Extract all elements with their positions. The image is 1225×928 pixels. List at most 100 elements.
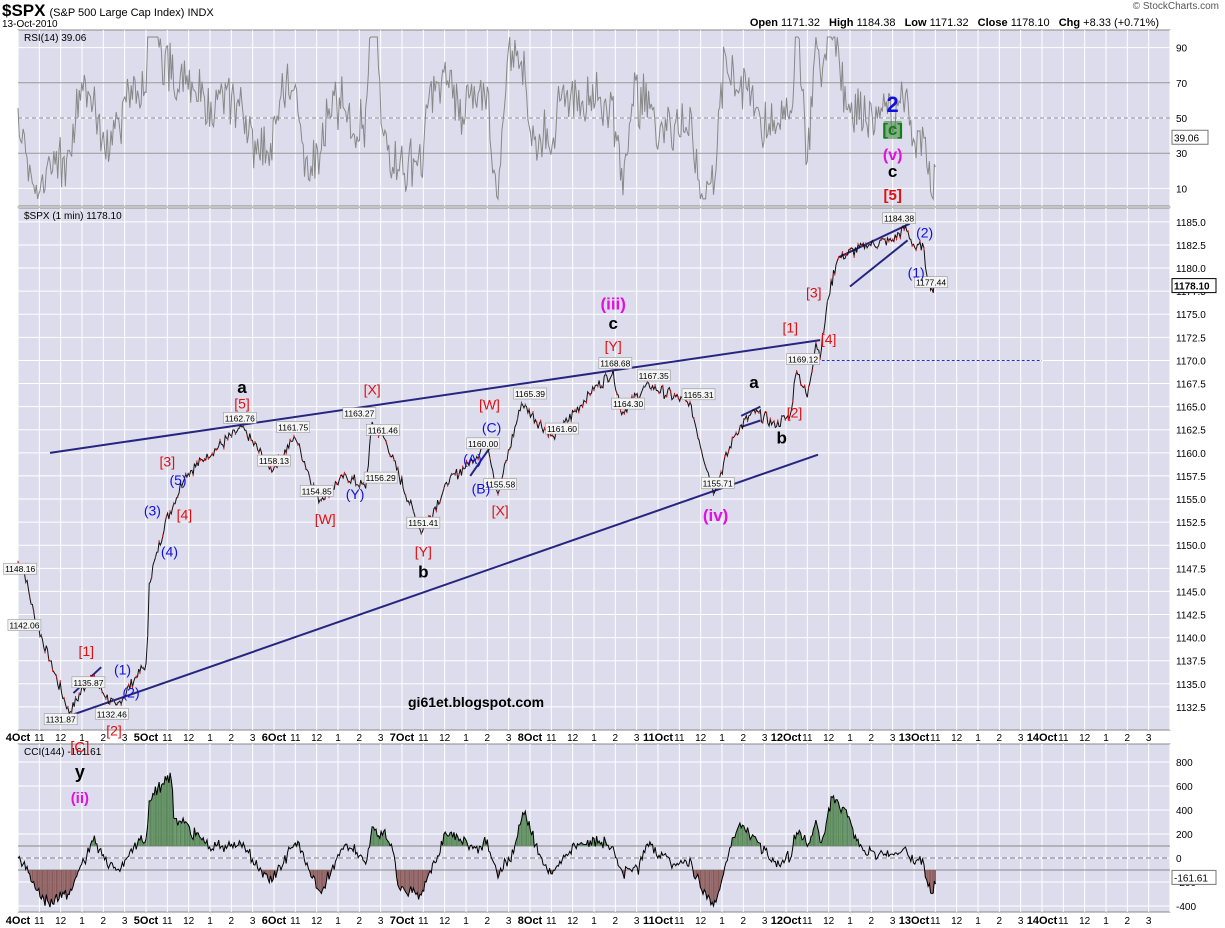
x-tick-label: 1 xyxy=(847,916,853,927)
x-tick-label: 7Oct xyxy=(390,732,415,744)
stockcharts-credit: © StockCharts.com xyxy=(1132,1,1219,12)
x-tick-label: 6Oct xyxy=(262,915,287,927)
wave-label: (iii) xyxy=(600,295,626,314)
rsi-wave-note: [c] xyxy=(882,120,903,139)
x-tick-label: 12 xyxy=(951,733,963,744)
x-tick-label: 3 xyxy=(122,733,128,744)
cci-current-text: -161.61 xyxy=(1174,873,1208,884)
price-tick-label: 1157.5 xyxy=(1176,472,1206,483)
price-label: 1177.44 xyxy=(914,276,948,289)
price-label-box xyxy=(406,516,441,529)
price-label: 1161.46 xyxy=(365,424,400,436)
current-price-text: 1178.10 xyxy=(1174,282,1210,293)
rsi-wave-note: (v) xyxy=(883,147,903,164)
price-tick-label: 1152.5 xyxy=(1176,518,1206,529)
x-tick-label: 3 xyxy=(506,916,512,927)
price-label-box xyxy=(466,437,500,450)
x-tick-label: 11 xyxy=(34,916,45,927)
x-tick-label: 3 xyxy=(1146,733,1152,744)
wave-label: [5] xyxy=(234,395,250,411)
x-tick-label: 2 xyxy=(613,916,619,927)
price-label-text: 1165.31 xyxy=(683,390,713,400)
x-tick-label: 2 xyxy=(101,916,107,927)
x-tick-label: 1 xyxy=(335,733,341,744)
x-tick-label: 2 xyxy=(613,733,619,744)
x-tick-label: 1 xyxy=(79,733,85,744)
x-tick-label: 1 xyxy=(79,916,85,927)
x-tick-label: 11 xyxy=(802,916,813,927)
x-tick-label: 3 xyxy=(506,733,512,744)
cci-tick-label: -400 xyxy=(1176,902,1196,913)
price-label: 1165.31 xyxy=(681,388,716,401)
symbol-title: $SPX (S&P 500 Large Cap Index) INDX xyxy=(2,1,214,20)
price-tick-label: 1155.0 xyxy=(1176,495,1206,506)
x-tick-label: 12 xyxy=(695,733,707,744)
x-tick-label: 14Oct xyxy=(1027,732,1058,744)
rsi-tick-label: 70 xyxy=(1176,79,1188,90)
x-tick-label: 12 xyxy=(823,916,835,927)
price-tick-label: 1167.5 xyxy=(1176,380,1206,391)
wave-label: (5) xyxy=(169,472,186,488)
price-label-box xyxy=(71,676,106,689)
x-tick-label: 3 xyxy=(762,733,768,744)
wave-label: [Y] xyxy=(415,543,432,559)
x-tick-label: 12 xyxy=(311,733,323,744)
price-label-box xyxy=(545,422,579,435)
x-tick-label: 11 xyxy=(162,733,173,744)
price-label-box xyxy=(611,397,645,410)
price-label: 1151.41 xyxy=(406,516,441,529)
x-tick-label: 2 xyxy=(869,733,875,744)
price-label-text: 1164.30 xyxy=(613,399,643,409)
x-tick-label: 3 xyxy=(762,916,768,927)
wave-label: (4) xyxy=(161,543,178,559)
price-tick-label: 1147.5 xyxy=(1176,564,1206,575)
price-label-text: 1169.12 xyxy=(788,355,818,365)
x-tick-label: 1 xyxy=(463,733,469,744)
cci-wave-note: y xyxy=(75,762,85,782)
x-tick-label: 2 xyxy=(357,733,363,744)
x-tick-label: 12 xyxy=(439,733,451,744)
x-tick-label: 3 xyxy=(1146,916,1152,927)
price-label: 1155.58 xyxy=(483,478,517,490)
x-tick-label: 3 xyxy=(634,916,640,927)
x-tick-label: 12 xyxy=(1079,733,1091,744)
x-tick-label: 2 xyxy=(101,733,107,744)
price-tick-label: 1172.5 xyxy=(1176,333,1206,344)
price-tick-label: 1175.0 xyxy=(1176,310,1206,321)
x-tick-label: 12 xyxy=(951,916,963,927)
wave-label: (B) xyxy=(472,480,491,496)
x-tick-label: 12Oct xyxy=(771,732,802,744)
x-tick-label: 2 xyxy=(229,733,235,744)
x-tick-label: 12 xyxy=(823,733,835,744)
x-tick-label: 1 xyxy=(1103,916,1109,927)
price-label-box xyxy=(342,407,377,419)
price-label-text: 1158.13 xyxy=(259,456,289,466)
wave-label: (C) xyxy=(482,420,501,436)
price-label-box xyxy=(276,421,311,433)
price-label: 1169.12 xyxy=(786,353,820,365)
wave-label: a xyxy=(237,378,247,397)
x-tick-label: 2 xyxy=(997,916,1003,927)
x-tick-label: 1 xyxy=(207,916,213,927)
x-tick-label: 11Oct xyxy=(643,732,673,744)
price-tick-label: 1135.0 xyxy=(1176,680,1206,691)
price-label-text: 1161.75 xyxy=(278,423,308,433)
ohlc-readout: Open 1171.32 High 1184.38 Low 1171.32 Cl… xyxy=(749,17,1159,29)
price-label: 1161.60 xyxy=(545,422,579,435)
trendline xyxy=(740,405,761,417)
price-label-text: 1160.00 xyxy=(468,439,498,449)
x-tick-label: 5Oct xyxy=(134,915,159,927)
x-tick-label: 8Oct xyxy=(518,732,543,744)
cci-fills xyxy=(27,772,936,908)
x-tick-label: 1 xyxy=(719,916,725,927)
rsi-tick-label: 90 xyxy=(1176,44,1188,55)
price-label-text: 1155.71 xyxy=(703,478,733,488)
rsi-current-tag xyxy=(1171,129,1209,145)
x-tick-label: 11 xyxy=(674,916,685,927)
rsi-current-text: 39.06 xyxy=(1174,133,1199,144)
x-tick-label: 12 xyxy=(183,733,195,744)
rsi-wave-note: [5] xyxy=(883,187,901,204)
x-tick-label: 12 xyxy=(439,916,451,927)
price-label-box xyxy=(700,477,735,489)
